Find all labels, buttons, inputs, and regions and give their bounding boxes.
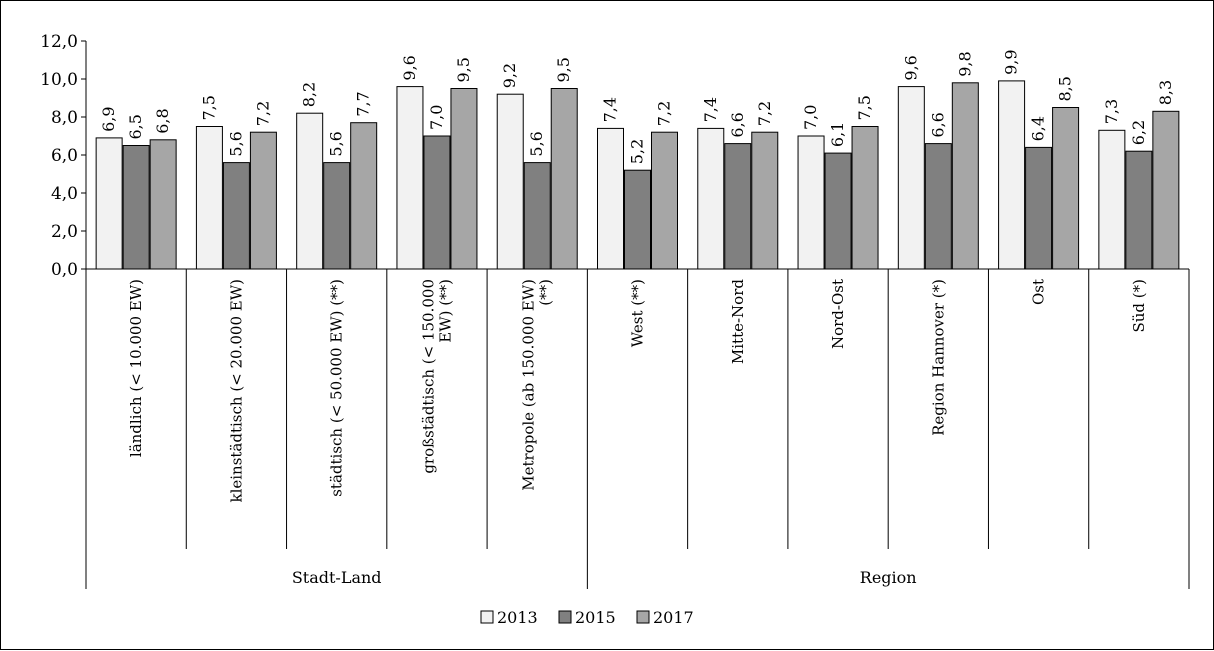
category-label: kleinstädtisch (< 20.000 EW) xyxy=(227,279,245,503)
y-tick-label: 8,0 xyxy=(51,108,78,128)
y-tick-label: 10,0 xyxy=(40,70,78,90)
bar-2013 xyxy=(496,93,524,270)
bar-2017 xyxy=(751,131,779,270)
data-label: 7,2 xyxy=(755,101,774,126)
data-label: 7,7 xyxy=(354,91,373,116)
bar-2015 xyxy=(323,162,351,270)
data-label: 6,6 xyxy=(928,112,947,137)
data-label: 7,5 xyxy=(855,95,874,120)
bar-2015 xyxy=(824,152,852,270)
bar-2015 xyxy=(1025,146,1053,270)
data-label: 7,0 xyxy=(427,105,446,130)
data-label: 6,1 xyxy=(828,122,847,147)
group-label: Stadt-Land xyxy=(292,568,382,587)
data-label: 6,8 xyxy=(153,108,172,133)
data-label: 7,4 xyxy=(701,97,720,122)
data-label: 6,5 xyxy=(126,114,145,139)
data-label: 9,5 xyxy=(454,57,473,82)
bar-2017 xyxy=(851,126,879,270)
category-label: EW) (**) xyxy=(436,279,454,343)
bar-2013 xyxy=(195,126,223,270)
data-label: 6,6 xyxy=(728,112,747,137)
data-label: 5,6 xyxy=(527,131,546,156)
category-label: Süd (*) xyxy=(1130,279,1148,333)
category-label: städtisch (< 50.000 EW) (**) xyxy=(328,279,346,497)
data-label: 7,3 xyxy=(1102,99,1121,124)
data-label: 7,0 xyxy=(801,105,820,130)
bar-2015 xyxy=(1125,150,1153,270)
category-label: Ost xyxy=(1030,279,1048,305)
data-label: 5,6 xyxy=(327,131,346,156)
bar-2013 xyxy=(296,112,324,270)
category-label: West (**) xyxy=(629,279,647,347)
bar-2015 xyxy=(624,169,651,270)
data-label: 7,5 xyxy=(199,95,218,120)
data-label: 8,3 xyxy=(1156,80,1175,105)
bar-2017 xyxy=(149,139,177,270)
bar-2017 xyxy=(550,88,578,270)
bar-2015 xyxy=(122,145,150,270)
category-label: Region Hannover (*) xyxy=(929,279,947,436)
bar-2017 xyxy=(1152,110,1180,270)
legend-label: 2017 xyxy=(653,608,694,627)
data-label: 6,4 xyxy=(1029,116,1048,141)
group-label: Region xyxy=(860,568,917,587)
y-tick-label: 12,0 xyxy=(40,32,78,52)
bar-2013 xyxy=(597,127,624,270)
y-tick-label: 4,0 xyxy=(51,184,78,204)
y-tick-label: 2,0 xyxy=(51,222,78,242)
data-label: 8,2 xyxy=(300,82,319,107)
bar-2015 xyxy=(523,162,551,270)
data-label: 6,2 xyxy=(1129,120,1148,145)
bar-2013 xyxy=(697,127,725,270)
category-label: Mitte-Nord xyxy=(729,279,747,364)
data-label: 7,4 xyxy=(601,97,620,122)
category-label: Nord-Ost xyxy=(829,279,847,349)
category-label: großstädtisch (< 150.000 xyxy=(419,279,437,474)
data-label: 5,2 xyxy=(628,139,647,164)
bar-2013 xyxy=(396,86,424,270)
data-label: 5,6 xyxy=(226,131,245,156)
legend-swatch-2017 xyxy=(636,610,650,624)
data-label: 9,9 xyxy=(1002,49,1021,74)
category-label: Metropole (ab 150.000 EW) xyxy=(520,279,538,491)
legend-swatch-2015 xyxy=(558,610,572,624)
bar-2013 xyxy=(95,137,123,270)
y-tick-label: 6,0 xyxy=(51,146,78,166)
bar-2015 xyxy=(924,143,952,270)
data-label: 8,5 xyxy=(1056,76,1075,101)
bar-2013 xyxy=(1098,129,1126,270)
bar-2015 xyxy=(423,135,451,270)
category-label: ländlich (< 10.000 EW) xyxy=(127,279,145,457)
bar-2017 xyxy=(1052,107,1080,270)
bar-2017 xyxy=(450,88,478,270)
data-label: 7,2 xyxy=(655,101,674,126)
bar-2013 xyxy=(998,80,1026,270)
bar-2015 xyxy=(724,143,752,270)
category-label: (**) xyxy=(537,279,555,306)
bar-2013 xyxy=(897,86,925,270)
legend-swatch-2013 xyxy=(480,610,494,624)
data-label: 9,8 xyxy=(955,51,974,76)
data-label: 6,9 xyxy=(99,106,118,131)
legend-label: 2015 xyxy=(575,608,616,627)
bar-2017 xyxy=(350,122,378,270)
data-label: 9,2 xyxy=(500,63,519,88)
data-label: 9,6 xyxy=(400,55,419,80)
bar-2017 xyxy=(651,131,678,270)
data-label: 7,2 xyxy=(253,101,272,126)
bar-2017 xyxy=(249,131,277,270)
legend-label: 2013 xyxy=(497,608,538,627)
bar-2013 xyxy=(797,135,825,270)
bar-2017 xyxy=(951,82,979,270)
data-label: 9,6 xyxy=(901,55,920,80)
bar-2015 xyxy=(222,162,250,270)
y-tick-label: 0,0 xyxy=(51,260,78,280)
data-label: 9,5 xyxy=(554,57,573,82)
